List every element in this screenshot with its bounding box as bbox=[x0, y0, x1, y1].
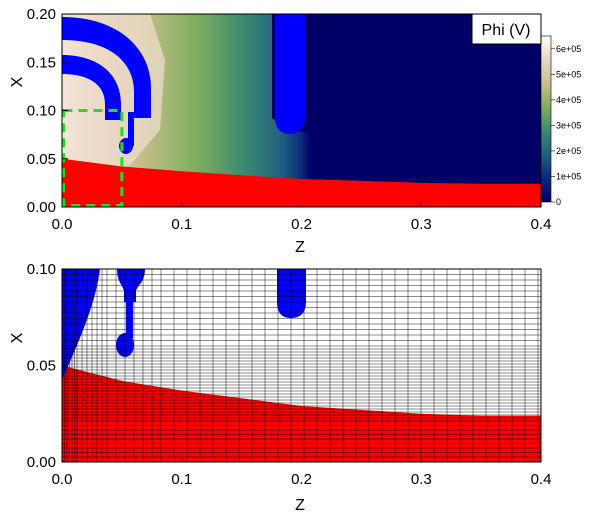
top-x-tick-label: 0.0 bbox=[52, 216, 73, 233]
top-x-tick-label: 0.3 bbox=[411, 216, 432, 233]
bottom-panel: 0.0 0.1 0.2 0.3 0.4 0.00 0.05 0.10 Z X bbox=[9, 261, 551, 514]
top-y-tick-label: 0.05 bbox=[27, 151, 56, 168]
colorbar bbox=[541, 36, 551, 202]
colorbar-tick-label: 2e+05 bbox=[556, 146, 581, 156]
top-x-ticks: 0.0 0.1 0.2 0.3 0.4 bbox=[52, 201, 552, 233]
zoom-box bbox=[62, 109, 124, 207]
bottom-x-ticks: 0.0 0.1 0.2 0.3 0.4 bbox=[52, 456, 552, 488]
low-potential-region bbox=[272, 14, 541, 184]
bottom-x-tick-label: 0.0 bbox=[52, 471, 73, 488]
top-x-axis-label: Z bbox=[295, 239, 305, 256]
colorbar-title-box bbox=[471, 13, 542, 45]
bottom-y-tick-label: 0.00 bbox=[27, 454, 56, 471]
top-x-tick-label: 0.4 bbox=[531, 216, 552, 233]
bottom-x-axis-label: Z bbox=[295, 497, 305, 514]
mesh-grid bbox=[62, 269, 541, 462]
colorbar-ticks: 0 1e+05 2e+05 3e+05 4e+05 5e+05 6e+05 bbox=[551, 44, 581, 207]
needle-stem bbox=[128, 112, 134, 146]
bottom-x-tick-label: 0.1 bbox=[171, 471, 192, 488]
colorbar-tick-label: 4e+05 bbox=[556, 95, 581, 105]
plasma-region bbox=[62, 158, 541, 207]
pin-electrode bbox=[275, 14, 305, 134]
top-y-ticks: 0.00 0.05 0.10 0.15 0.20 bbox=[27, 6, 68, 216]
bottom-x-tick-label: 0.3 bbox=[411, 471, 432, 488]
top-x-tick-label: 0.2 bbox=[291, 216, 312, 233]
plasma-region-zoom bbox=[62, 365, 541, 462]
top-plot-area bbox=[62, 14, 541, 207]
top-y-tick-label: 0.00 bbox=[27, 199, 56, 216]
arc-electrode-outer bbox=[62, 17, 151, 118]
colorbar-tick-label: 6e+05 bbox=[556, 44, 581, 54]
needle-stem-zoom bbox=[126, 302, 133, 338]
top-x-tick-label: 0.1 bbox=[171, 216, 192, 233]
bottom-y-ticks: 0.00 0.05 0.10 bbox=[27, 261, 68, 471]
colorbar-tick-label: 3e+05 bbox=[556, 120, 581, 130]
bottom-y-tick-label: 0.05 bbox=[27, 358, 56, 375]
bottom-x-tick-label: 0.4 bbox=[531, 471, 552, 488]
bottom-y-tick-label: 0.10 bbox=[27, 261, 56, 278]
colorbar-tick-label: 1e+05 bbox=[556, 171, 581, 181]
left-electrode-zoom bbox=[62, 269, 100, 380]
top-y-tick-label: 0.10 bbox=[27, 103, 56, 120]
bottom-x-tick-label: 0.2 bbox=[291, 471, 312, 488]
top-y-tick-label: 0.20 bbox=[27, 6, 56, 23]
bottom-y-axis-label: X bbox=[9, 332, 26, 343]
top-panel: 0.0 0.1 0.2 0.3 0.4 0.00 0.05 0.10 0.15 0.20 Z X… bbox=[9, 6, 581, 256]
colorbar-tick-label: 0 bbox=[556, 197, 561, 207]
colorbar-frame bbox=[540, 35, 552, 203]
top-y-tick-label: 0.15 bbox=[27, 54, 56, 71]
top-y-axis-label: X bbox=[9, 76, 26, 87]
colorbar-tick-label: 5e+05 bbox=[556, 69, 581, 79]
arc-electrode-inner bbox=[62, 55, 121, 120]
bottom-plot-area bbox=[62, 269, 541, 462]
pin-electrode-zoom bbox=[277, 269, 306, 318]
colorbar-title: Phi (V) bbox=[482, 22, 531, 39]
